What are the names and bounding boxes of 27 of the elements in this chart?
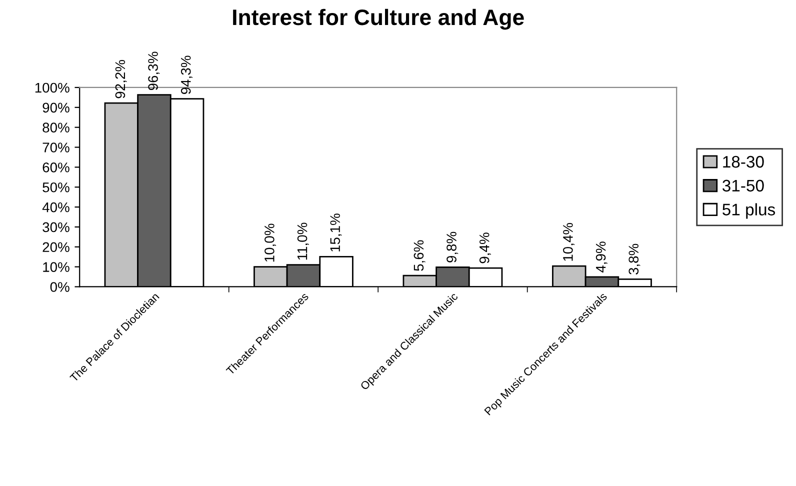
data-label: 11,0% — [297, 222, 309, 260]
data-label: 9,4% — [479, 232, 491, 264]
data-label: 10,0% — [264, 224, 276, 262]
legend-label: 51 plus — [722, 203, 776, 219]
data-label: 92,2% — [115, 60, 127, 98]
data-label: 10,4% — [563, 222, 575, 261]
legend-label: 31-50 — [722, 180, 764, 192]
legend-label: 18-30 — [723, 156, 764, 168]
y-tick-label: 100% — [35, 82, 70, 93]
y-tick-label: 60% — [42, 162, 70, 172]
data-label: 5,6% — [414, 240, 426, 271]
data-label: 15,1% — [330, 214, 342, 252]
y-tick-label: 20% — [42, 242, 70, 252]
y-tick-label: 80% — [42, 122, 70, 132]
chart-title: Interest for Culture and Age — [233, 8, 524, 30]
y-tick-label: 50% — [42, 182, 70, 192]
data-label: 96,3% — [148, 52, 160, 90]
y-tick-label: 40% — [42, 202, 70, 212]
y-tick-label: 90% — [42, 102, 70, 113]
y-tick-label: 30% — [42, 222, 70, 232]
data-label: 9,8% — [446, 232, 458, 262]
y-tick-label: 0% — [50, 282, 70, 292]
y-tick-label: 10% — [43, 262, 70, 272]
data-label: 4,9% — [596, 242, 608, 272]
data-label: 94,3% — [180, 56, 192, 94]
y-tick-label: 70% — [42, 142, 70, 152]
data-label: 3,8% — [628, 244, 640, 274]
